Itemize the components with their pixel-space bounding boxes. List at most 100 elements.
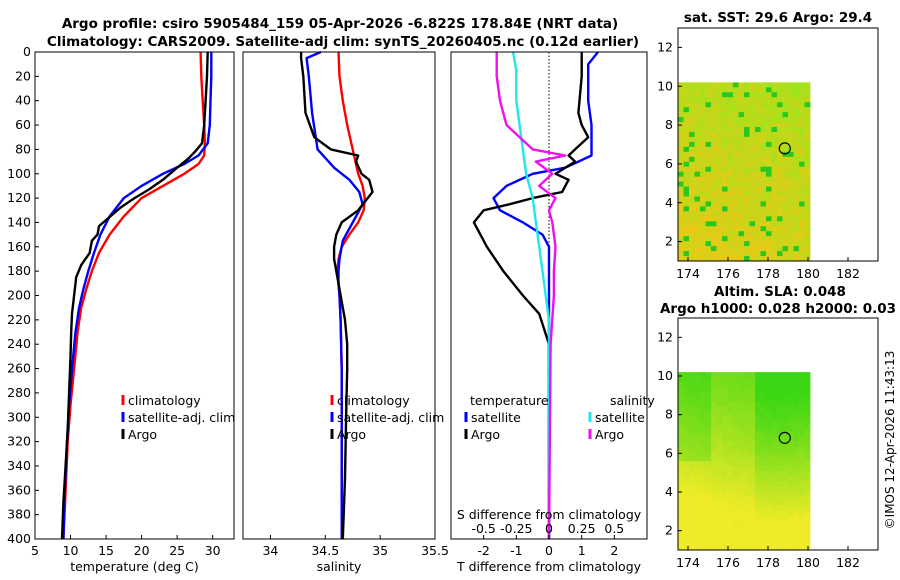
heatmap-cell (793, 411, 800, 417)
heatmap-cell (788, 196, 794, 202)
heatmap-cell (804, 102, 811, 108)
heatmap-cell (755, 431, 761, 437)
heatmap-cell (711, 475, 717, 482)
heatmap-cell (771, 171, 778, 178)
heatmap-cell (804, 206, 811, 212)
heatmap-cell (766, 411, 772, 417)
heatmap-cell (694, 495, 701, 501)
heatmap-cell (700, 151, 706, 158)
heatmap-cell (760, 451, 767, 457)
heatmap-cell (694, 87, 701, 93)
y-tick-label: 0 (23, 44, 31, 59)
heatmap-cell (793, 122, 800, 128)
heatmap-cell (711, 515, 717, 521)
heatmap-cell (689, 530, 695, 536)
heatmap-cell (727, 515, 734, 521)
heatmap-cell (716, 201, 723, 207)
heatmap-cell (782, 156, 789, 163)
heatmap-cell (755, 495, 761, 501)
heatmap-cell (705, 411, 712, 417)
heatmap-cell (722, 505, 728, 511)
heatmap-cell (716, 475, 723, 482)
heatmap-cell (683, 416, 690, 422)
heatmap-cell (804, 446, 811, 452)
heatmap-cell (694, 211, 701, 217)
heatmap-cell (727, 377, 734, 383)
heatmap-cell (777, 171, 783, 178)
heatmap-cell (683, 535, 690, 541)
heatmap-cell (694, 236, 701, 242)
heatmap-cell (744, 151, 750, 158)
heatmap-cell (766, 241, 772, 247)
heatmap-cell (777, 372, 783, 378)
heatmap-cell (766, 470, 772, 477)
heatmap-cell (744, 211, 750, 217)
heatmap-cell (683, 191, 690, 197)
heatmap-cell (766, 206, 772, 212)
heatmap-cell (738, 510, 745, 516)
heatmap-cell (749, 221, 756, 227)
heatmap-cell (722, 176, 728, 183)
heatmap-cell (788, 186, 794, 192)
heatmap-cell (727, 446, 734, 452)
heatmap-cell (733, 495, 739, 501)
heatmap-cell (694, 396, 701, 403)
heatmap-cell (683, 461, 690, 467)
heatmap-cell (804, 136, 811, 143)
heatmap-cell (788, 246, 794, 252)
heatmap-cell (804, 82, 811, 88)
heatmap-cell (678, 372, 684, 378)
heatmap-cell (678, 480, 684, 487)
heatmap-cell (716, 446, 723, 452)
heatmap-cell (683, 87, 690, 93)
heatmap-cell (678, 166, 684, 173)
heatmap-cell (804, 161, 811, 168)
heatmap-cell (744, 401, 750, 408)
heatmap-cell (744, 505, 750, 511)
heatmap-cell (727, 87, 734, 93)
heatmap-cell (678, 171, 684, 178)
heatmap-cell (738, 490, 745, 497)
heatmap-cell (749, 372, 756, 378)
heatmap-cell (689, 446, 695, 452)
heatmap-cell (760, 256, 767, 262)
heatmap-cell (788, 241, 794, 247)
heatmap-cell (782, 236, 789, 242)
heatmap-cell (793, 451, 800, 457)
heatmap-cell (716, 510, 723, 516)
heatmap-cell (722, 97, 728, 103)
heatmap-cell (727, 161, 734, 168)
heatmap-cell (755, 181, 761, 187)
heatmap-cell (722, 131, 728, 138)
heatmap-cell (782, 186, 789, 192)
heatmap-cell (766, 127, 772, 133)
heatmap-cell (711, 411, 717, 417)
heatmap-cell (700, 216, 706, 222)
heatmap-cell (683, 97, 690, 103)
heatmap-cell (799, 196, 805, 202)
heatmap-cell (694, 102, 701, 108)
heatmap-cell (755, 176, 761, 183)
heatmap-cell (788, 520, 794, 526)
heatmap-cell (793, 530, 800, 536)
heatmap-cell (727, 226, 734, 232)
heatmap-cell (782, 112, 789, 118)
heatmap-cell (689, 231, 695, 237)
heatmap-cell (683, 117, 690, 123)
heatmap-cell (777, 382, 783, 388)
heatmap-cell (782, 441, 789, 447)
heatmap-cell (716, 391, 723, 398)
heatmap-cell (733, 461, 739, 467)
heatmap-cell (733, 382, 739, 388)
heatmap-cell (804, 141, 811, 148)
heatmap-cell (771, 446, 778, 452)
heatmap-cell (678, 206, 684, 212)
heatmap-cell (705, 436, 712, 442)
heatmap-cell (755, 131, 761, 138)
heatmap-cell (738, 480, 745, 487)
heatmap-cell (694, 436, 701, 442)
heatmap-cell (771, 456, 778, 462)
heatmap-cell (755, 500, 761, 506)
heatmap-cell (793, 416, 800, 422)
heatmap-cell (711, 386, 717, 393)
